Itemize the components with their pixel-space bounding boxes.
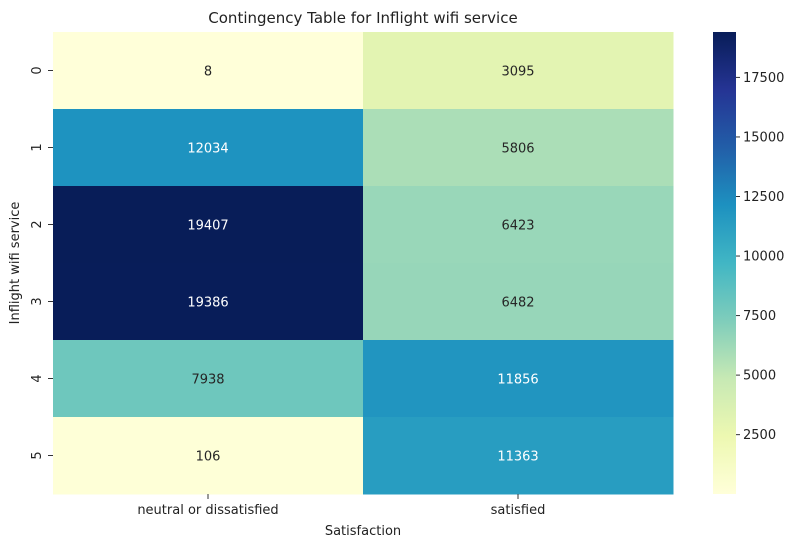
- y-tick-label: 5: [30, 451, 45, 459]
- y-tick-label: 2: [30, 220, 45, 228]
- heatmap-cell: [53, 109, 364, 187]
- x-axis-label: Satisfaction: [325, 524, 401, 539]
- heatmap-cell-labels: 8 3095 12034 5806 19407 6423 19386 6482 7938 1185…: [187, 65, 538, 465]
- cell-value-label: 7938: [191, 373, 224, 388]
- cell-value-label: 11363: [497, 450, 538, 465]
- colorbar-tick-label: 5000: [743, 369, 776, 384]
- chart-title: Contingency Table for Inflight wifi serv…: [208, 9, 517, 27]
- x-tick-label: satisfied: [491, 503, 546, 518]
- colorbar-tick-label: 2500: [743, 428, 776, 443]
- colorbar-tick-label: 7500: [743, 309, 776, 324]
- cell-value-label: 8: [204, 65, 212, 80]
- cell-value-label: 6423: [501, 219, 534, 234]
- x-tick-label: neutral or dissatisfied: [137, 503, 278, 518]
- y-tick-label: 3: [30, 297, 45, 305]
- colorbar-gradient: [713, 32, 736, 494]
- heatmap-cell: [363, 186, 674, 264]
- heatmap-cell: [363, 263, 674, 341]
- y-tick-label: 0: [30, 66, 45, 74]
- heatmap-cell: [363, 109, 674, 187]
- heatmap-cell: [53, 417, 364, 495]
- y-axis-ticks: 0 1 2 3 4 5: [30, 66, 53, 460]
- heatmap-cell: [363, 340, 674, 418]
- colorbar-tick-label: 17500: [743, 71, 784, 86]
- y-tick-label: 4: [30, 374, 45, 382]
- cell-value-label: 106: [196, 450, 221, 465]
- cell-value-label: 6482: [501, 296, 534, 311]
- cell-value-label: 19386: [187, 296, 228, 311]
- cell-value-label: 12034: [187, 142, 228, 157]
- cell-value-label: 5806: [501, 142, 534, 157]
- heatmap-cells: [53, 32, 674, 495]
- cell-value-label: 11856: [497, 373, 538, 388]
- heatmap-cell: [53, 263, 364, 341]
- y-axis-label: Inflight wifi service: [8, 202, 23, 325]
- heatmap-cell: [53, 186, 364, 264]
- colorbar-tick-label: 15000: [743, 130, 784, 145]
- colorbar-tick-label: 10000: [743, 250, 784, 265]
- cell-value-label: 19407: [187, 219, 228, 234]
- colorbar-tick-label: 12500: [743, 190, 784, 205]
- cell-value-label: 3095: [501, 65, 534, 80]
- heatmap-cell: [363, 417, 674, 495]
- y-tick-label: 1: [30, 143, 45, 151]
- heatmap-cell: [363, 32, 674, 110]
- x-axis-ticks: neutral or dissatisfied satisfied: [137, 494, 545, 518]
- colorbar: 2500 5000 7500 10000 12500 15000 17500: [713, 32, 784, 494]
- heatmap-cell: [53, 340, 364, 418]
- heatmap-cell: [53, 32, 364, 110]
